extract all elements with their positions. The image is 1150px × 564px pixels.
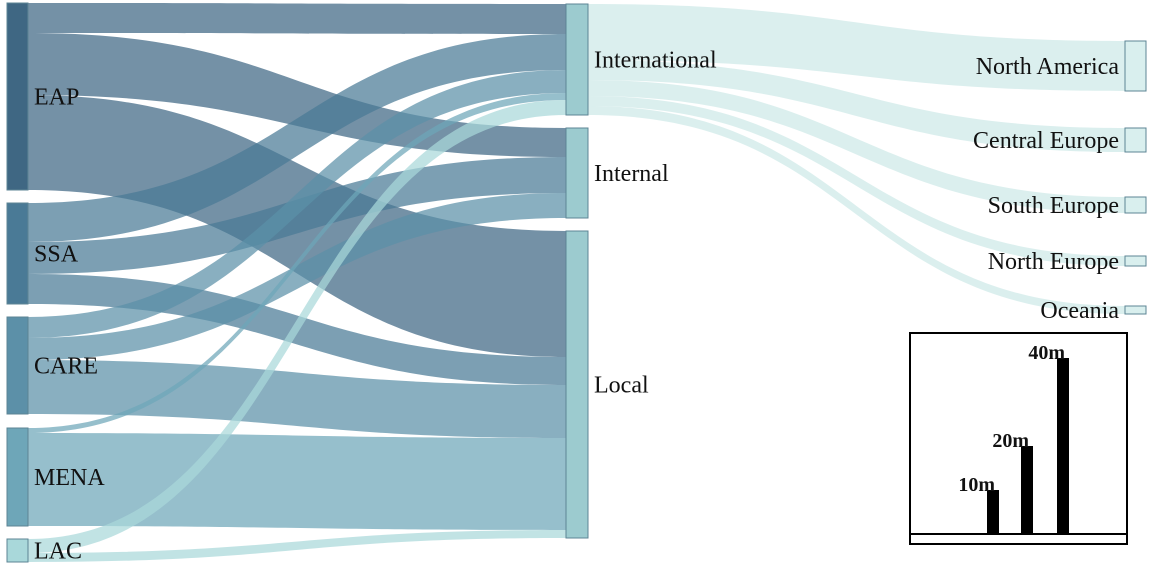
- flow-nodes: [6, 2, 1147, 563]
- node-mena: [6, 427, 29, 527]
- node-north-europe: [1124, 255, 1147, 267]
- label-north-america: North America: [976, 54, 1120, 80]
- label-internal: Internal: [594, 161, 669, 187]
- label-north-europe: North Europe: [988, 249, 1119, 275]
- node-north-america: [1124, 40, 1147, 92]
- link-international-to-central-europe: [588, 60, 1125, 152]
- link-ssa-to-international: [28, 34, 566, 242]
- node-international: [565, 3, 589, 116]
- node-labels: EAP SSA CARE MENA LAC International Internal Lo…: [34, 48, 1119, 564]
- link-eap-to-internal: [28, 33, 566, 157]
- scale-bar-20m: [1021, 446, 1033, 534]
- link-international-to-north-europe: [588, 96, 1125, 266]
- link-care-to-international: [28, 70, 566, 338]
- label-eap: EAP: [34, 85, 79, 111]
- link-care-to-local: [28, 360, 566, 438]
- link-international-to-north-america: [588, 4, 1125, 91]
- label-ssa: SSA: [34, 242, 79, 268]
- label-oceania: Oceania: [1040, 298, 1119, 324]
- link-care-to-internal: [28, 193, 566, 360]
- node-oceania: [1124, 305, 1147, 315]
- node-south-europe: [1124, 196, 1147, 214]
- scale-label-20m: 20m: [992, 430, 1029, 452]
- link-lac-to-international: [28, 100, 566, 553]
- label-south-europe: South Europe: [988, 193, 1119, 219]
- node-care: [6, 316, 29, 415]
- flow-links: [28, 3, 1125, 562]
- scale-bar-10m: [987, 490, 999, 534]
- label-central-europe: Central Europe: [973, 128, 1119, 154]
- node-eap: [6, 2, 29, 191]
- node-ssa: [6, 202, 29, 305]
- link-international-to-south-europe: [588, 80, 1125, 213]
- scale-label-10m: 10m: [958, 474, 995, 496]
- label-care: CARE: [34, 354, 98, 380]
- node-internal: [565, 127, 589, 219]
- scale-legend: 10m 20m 40m: [909, 332, 1128, 545]
- label-international: International: [594, 48, 717, 74]
- node-central-europe: [1124, 127, 1147, 153]
- scale-bar-40m: [1057, 358, 1069, 534]
- link-lac-to-local: [28, 530, 566, 562]
- label-mena: MENA: [34, 465, 105, 491]
- label-lac: LAC: [34, 539, 82, 564]
- node-lac: [6, 538, 29, 563]
- label-local: Local: [594, 373, 649, 399]
- node-local: [565, 230, 589, 539]
- link-mena-to-local: [28, 433, 566, 530]
- link-international-to-oceania: [588, 106, 1125, 314]
- link-mena-to-international: [28, 93, 566, 433]
- link-eap-to-international: [28, 3, 566, 34]
- scale-label-40m: 40m: [1028, 342, 1065, 364]
- scale-legend-frame: [909, 332, 1128, 545]
